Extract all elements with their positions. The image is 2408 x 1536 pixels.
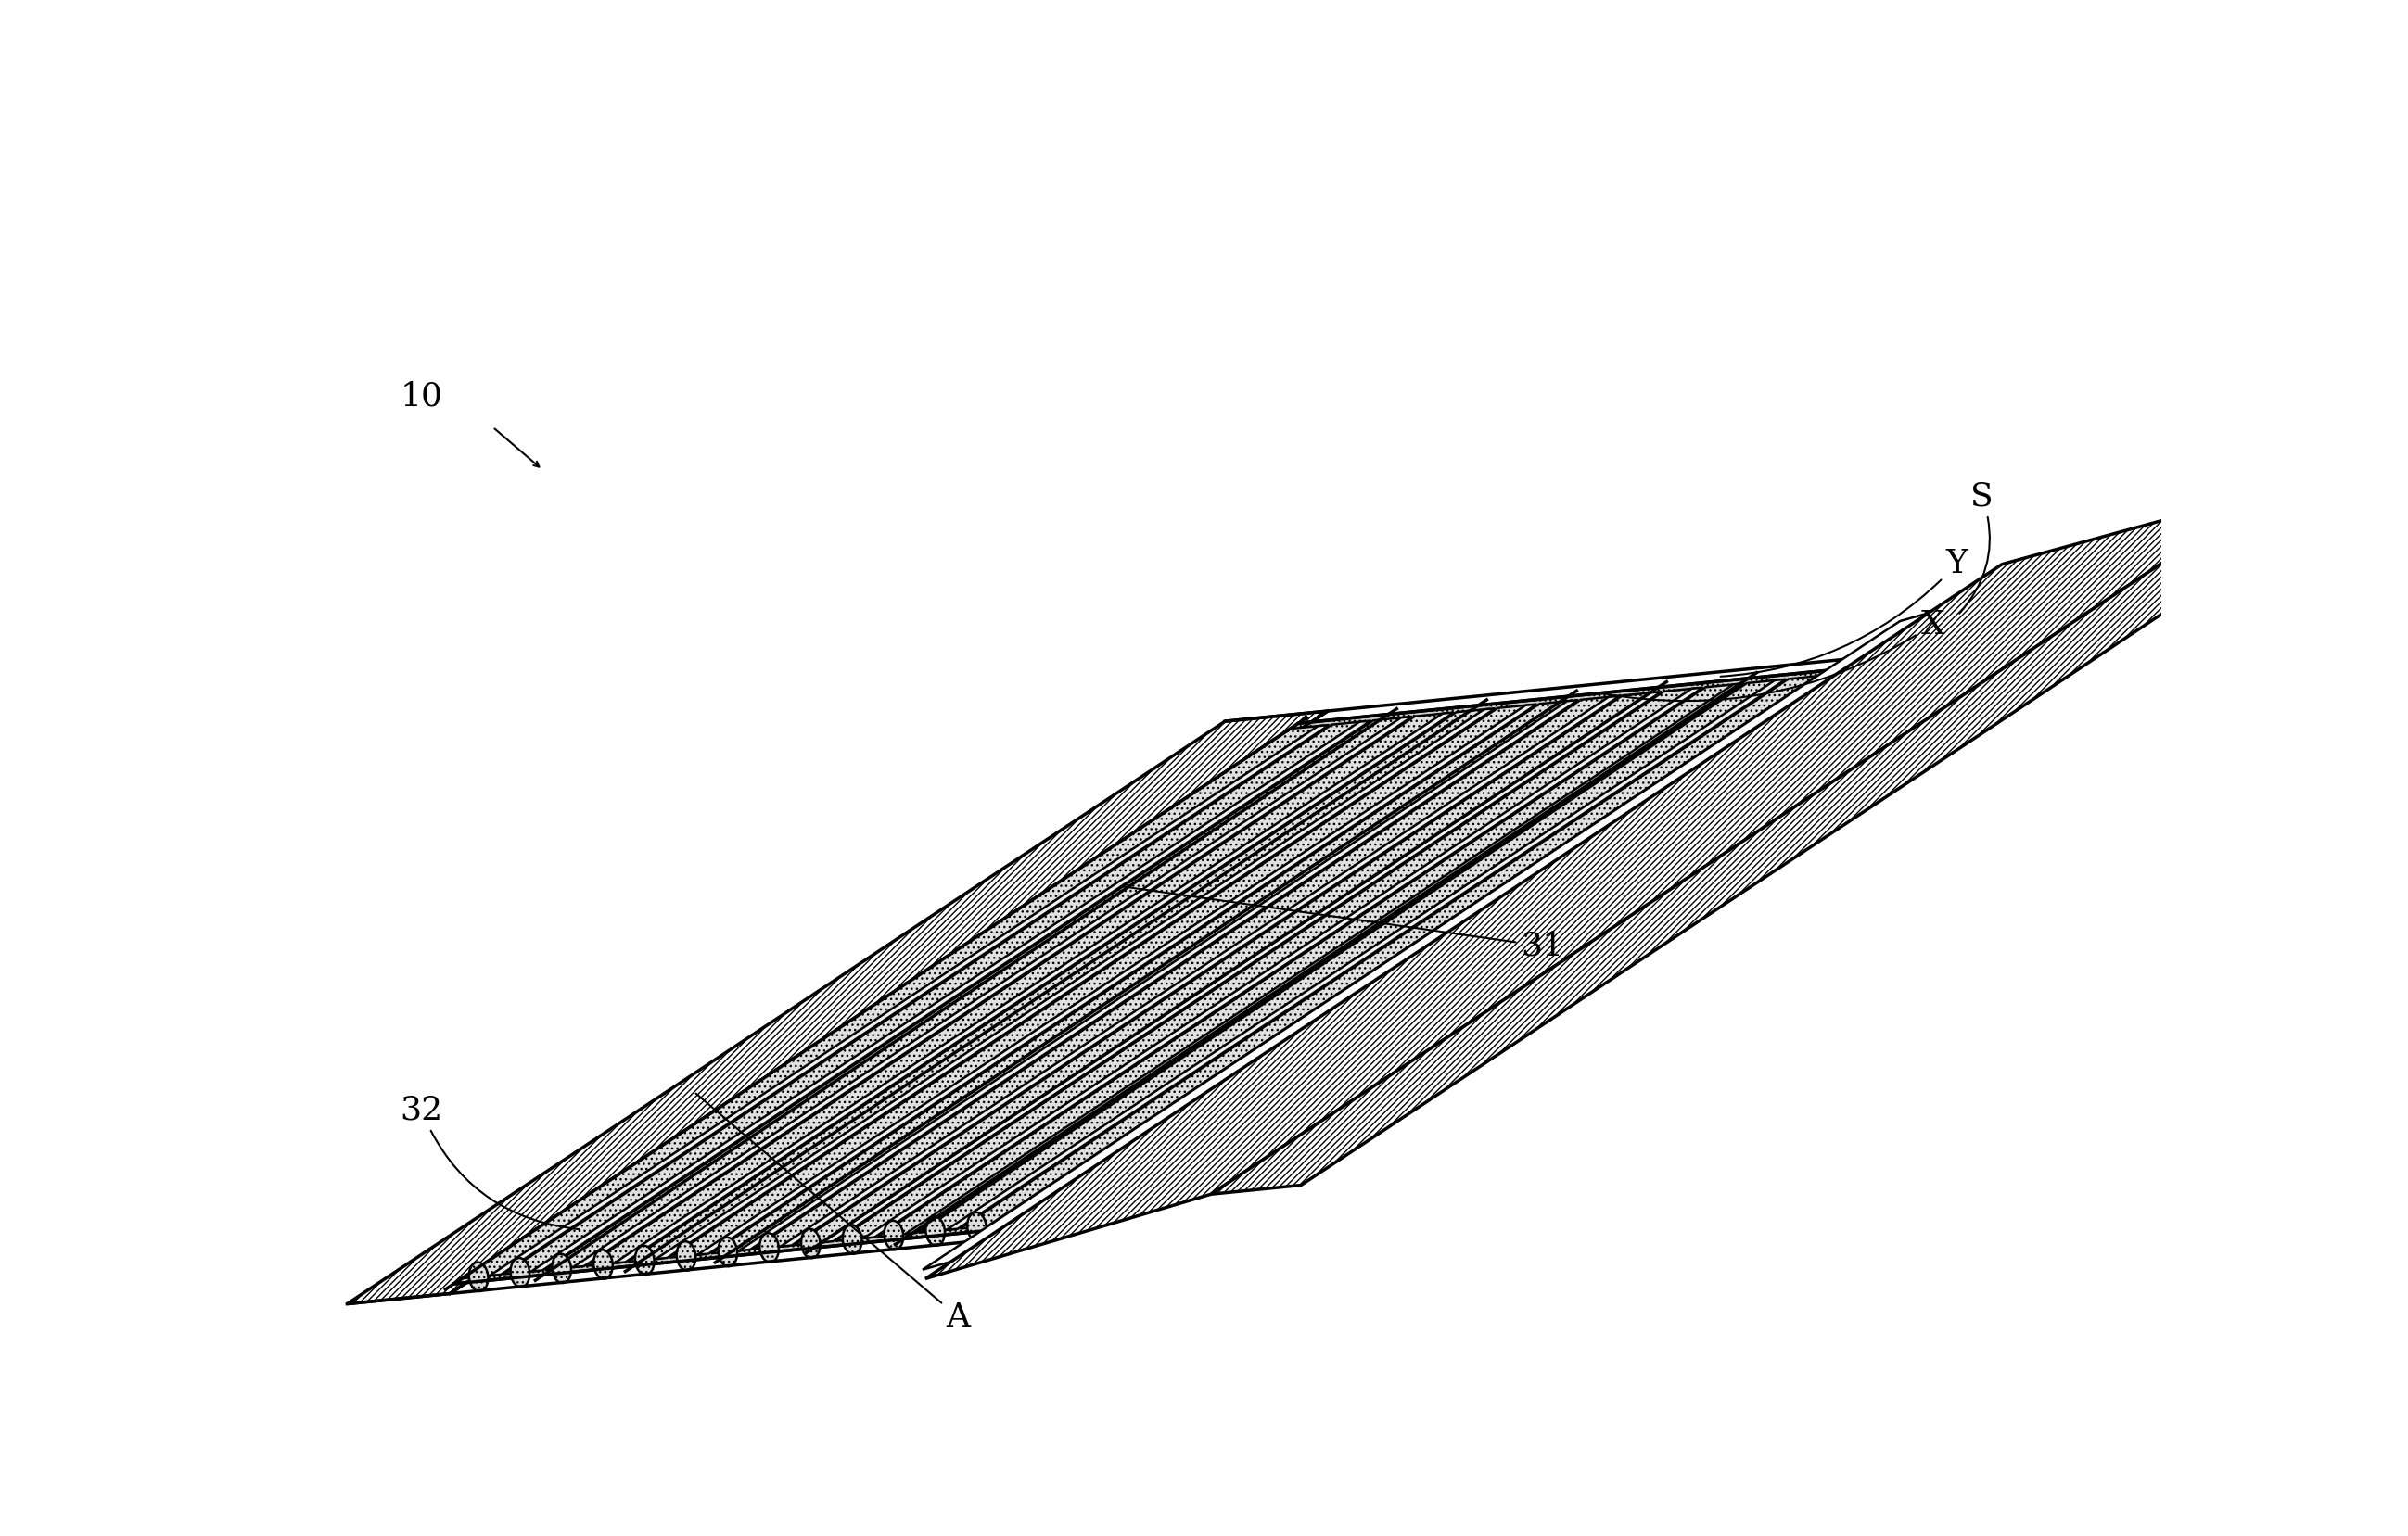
Ellipse shape: [510, 1258, 530, 1287]
Polygon shape: [795, 693, 1657, 1246]
Ellipse shape: [677, 1241, 696, 1270]
Polygon shape: [698, 703, 1536, 1255]
Polygon shape: [453, 670, 1837, 1284]
Polygon shape: [920, 680, 1782, 1233]
Ellipse shape: [592, 1250, 612, 1279]
Ellipse shape: [718, 1238, 737, 1266]
Polygon shape: [780, 696, 1621, 1247]
Ellipse shape: [884, 1221, 903, 1250]
Ellipse shape: [551, 1253, 571, 1283]
Polygon shape: [588, 713, 1450, 1266]
Text: 31: 31: [1122, 886, 1563, 962]
Ellipse shape: [636, 1246, 655, 1275]
Text: X: X: [1604, 608, 1943, 700]
Polygon shape: [573, 717, 1411, 1267]
Polygon shape: [532, 720, 1370, 1272]
Polygon shape: [1211, 482, 2362, 1193]
Text: S: S: [1960, 481, 1994, 613]
Polygon shape: [987, 676, 1828, 1226]
Polygon shape: [347, 711, 1327, 1304]
Polygon shape: [503, 722, 1365, 1275]
Ellipse shape: [968, 1212, 987, 1241]
Polygon shape: [710, 700, 1572, 1253]
Text: 10: 10: [400, 381, 443, 412]
Text: Y: Y: [1722, 548, 1967, 676]
Polygon shape: [544, 717, 1406, 1270]
Ellipse shape: [925, 1217, 944, 1246]
Polygon shape: [946, 679, 1787, 1230]
Polygon shape: [739, 700, 1577, 1250]
Polygon shape: [864, 688, 1702, 1238]
Polygon shape: [905, 684, 1743, 1233]
Polygon shape: [754, 696, 1616, 1249]
Ellipse shape: [843, 1224, 862, 1253]
Polygon shape: [614, 713, 1454, 1263]
Polygon shape: [925, 490, 2271, 1279]
Polygon shape: [462, 725, 1324, 1278]
Ellipse shape: [470, 1263, 489, 1292]
Polygon shape: [821, 691, 1662, 1243]
Polygon shape: [922, 564, 2102, 1270]
Ellipse shape: [802, 1229, 821, 1258]
Polygon shape: [961, 676, 1823, 1229]
Polygon shape: [877, 684, 1739, 1236]
Polygon shape: [489, 725, 1329, 1275]
Polygon shape: [669, 705, 1531, 1258]
Text: A: A: [696, 1094, 970, 1333]
Ellipse shape: [759, 1233, 778, 1263]
Polygon shape: [836, 688, 1698, 1241]
Polygon shape: [655, 708, 1495, 1260]
Text: 32: 32: [400, 1094, 580, 1229]
Polygon shape: [628, 708, 1491, 1261]
